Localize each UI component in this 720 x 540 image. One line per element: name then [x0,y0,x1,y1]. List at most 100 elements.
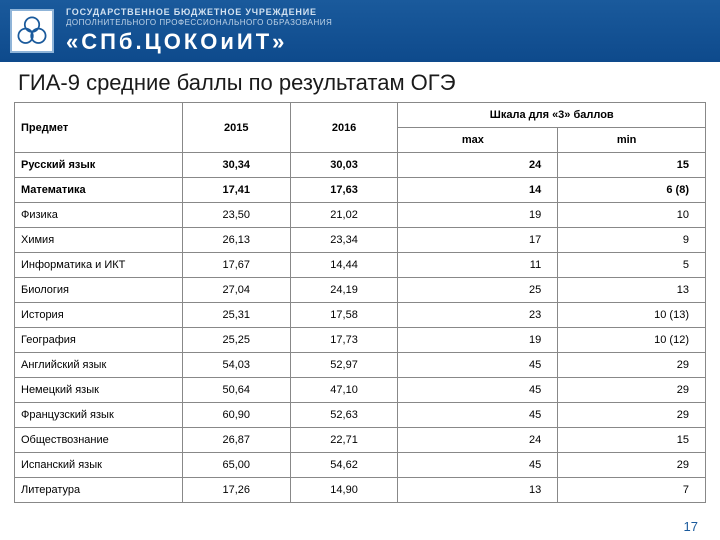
col-header-2015: 2015 [182,103,290,153]
logo-icon [10,9,54,53]
cell-subject: Информатика и ИКТ [15,253,183,278]
col-header-2016: 2016 [290,103,398,153]
table-row: История25,3117,582310 (13) [15,303,706,328]
cell-max: 45 [398,453,558,478]
cell-min: 5 [558,253,706,278]
cell-y2016: 54,62 [290,453,398,478]
table-row: Литература17,2614,90137 [15,478,706,503]
cell-y2016: 14,90 [290,478,398,503]
cell-max: 19 [398,203,558,228]
cell-min: 29 [558,453,706,478]
cell-y2016: 52,63 [290,403,398,428]
cell-min: 10 (12) [558,328,706,353]
cell-y2015: 25,25 [182,328,290,353]
col-header-max: max [398,128,558,153]
table-row: Информатика и ИКТ17,6714,44115 [15,253,706,278]
table-body: Русский язык30,3430,032415Математика17,4… [15,153,706,503]
cell-y2015: 54,03 [182,353,290,378]
page-number: 17 [684,519,698,534]
col-header-min: min [558,128,706,153]
cell-min: 13 [558,278,706,303]
header-org-name: «СПб.ЦОКОиИТ» [66,29,332,55]
cell-min: 15 [558,428,706,453]
cell-subject: Русский язык [15,153,183,178]
cell-y2015: 50,64 [182,378,290,403]
cell-max: 25 [398,278,558,303]
col-super-header-scale: Шкала для «3» баллов [398,103,706,128]
cell-subject: Литература [15,478,183,503]
cell-max: 23 [398,303,558,328]
cell-min: 10 [558,203,706,228]
results-table: Предмет 2015 2016 Шкала для «3» баллов m… [14,102,706,503]
page-header: ГОСУДАРСТВЕННОЕ БЮДЖЕТНОЕ УЧРЕЖДЕНИЕ ДОП… [0,0,720,62]
table-row: География25,2517,731910 (12) [15,328,706,353]
cell-subject: Английский язык [15,353,183,378]
col-header-subject: Предмет [15,103,183,153]
cell-subject: Математика [15,178,183,203]
cell-y2015: 23,50 [182,203,290,228]
cell-y2016: 21,02 [290,203,398,228]
cell-subject: Химия [15,228,183,253]
cell-max: 24 [398,428,558,453]
cell-max: 14 [398,178,558,203]
cell-y2015: 26,87 [182,428,290,453]
cell-max: 19 [398,328,558,353]
cell-y2016: 22,71 [290,428,398,453]
cell-subject: Биология [15,278,183,303]
cell-min: 15 [558,153,706,178]
cell-y2016: 17,63 [290,178,398,203]
cell-y2016: 23,34 [290,228,398,253]
cell-min: 7 [558,478,706,503]
table-row: Математика17,4117,63146 (8) [15,178,706,203]
table-row: Французский язык60,9052,634529 [15,403,706,428]
cell-y2015: 60,90 [182,403,290,428]
cell-y2016: 17,58 [290,303,398,328]
header-line1: ГОСУДАРСТВЕННОЕ БЮДЖЕТНОЕ УЧРЕЖДЕНИЕ [66,7,332,17]
cell-min: 29 [558,403,706,428]
cell-y2016: 24,19 [290,278,398,303]
cell-y2016: 14,44 [290,253,398,278]
cell-y2015: 30,34 [182,153,290,178]
cell-y2016: 52,97 [290,353,398,378]
table-row: Биология27,0424,192513 [15,278,706,303]
table-row: Русский язык30,3430,032415 [15,153,706,178]
cell-y2015: 26,13 [182,228,290,253]
cell-subject: Немецкий язык [15,378,183,403]
cell-max: 24 [398,153,558,178]
cell-min: 29 [558,378,706,403]
cell-max: 11 [398,253,558,278]
cell-y2015: 17,41 [182,178,290,203]
table-row: Физика23,5021,021910 [15,203,706,228]
cell-min: 10 (13) [558,303,706,328]
cell-subject: История [15,303,183,328]
cell-y2015: 17,67 [182,253,290,278]
table-row: Немецкий язык50,6447,104529 [15,378,706,403]
table-row: Химия26,1323,34179 [15,228,706,253]
cell-max: 13 [398,478,558,503]
cell-y2015: 25,31 [182,303,290,328]
table-row: Английский язык54,0352,974529 [15,353,706,378]
cell-subject: Испанский язык [15,453,183,478]
cell-y2015: 27,04 [182,278,290,303]
cell-min: 9 [558,228,706,253]
cell-max: 45 [398,403,558,428]
cell-subject: Французский язык [15,403,183,428]
header-line2: ДОПОЛНИТЕЛЬНОГО ПРОФЕССИОНАЛЬНОГО ОБРАЗО… [66,18,332,27]
cell-min: 6 (8) [558,178,706,203]
header-text-block: ГОСУДАРСТВЕННОЕ БЮДЖЕТНОЕ УЧРЕЖДЕНИЕ ДОП… [66,7,332,55]
cell-y2015: 65,00 [182,453,290,478]
page-title: ГИА-9 средние баллы по результатам ОГЭ [0,62,720,102]
cell-subject: Обществознание [15,428,183,453]
cell-y2016: 17,73 [290,328,398,353]
cell-max: 45 [398,378,558,403]
cell-y2016: 30,03 [290,153,398,178]
cell-y2015: 17,26 [182,478,290,503]
cell-max: 17 [398,228,558,253]
table-row: Обществознание26,8722,712415 [15,428,706,453]
table-row: Испанский язык65,0054,624529 [15,453,706,478]
cell-max: 45 [398,353,558,378]
cell-subject: Физика [15,203,183,228]
cell-subject: География [15,328,183,353]
cell-min: 29 [558,353,706,378]
cell-y2016: 47,10 [290,378,398,403]
